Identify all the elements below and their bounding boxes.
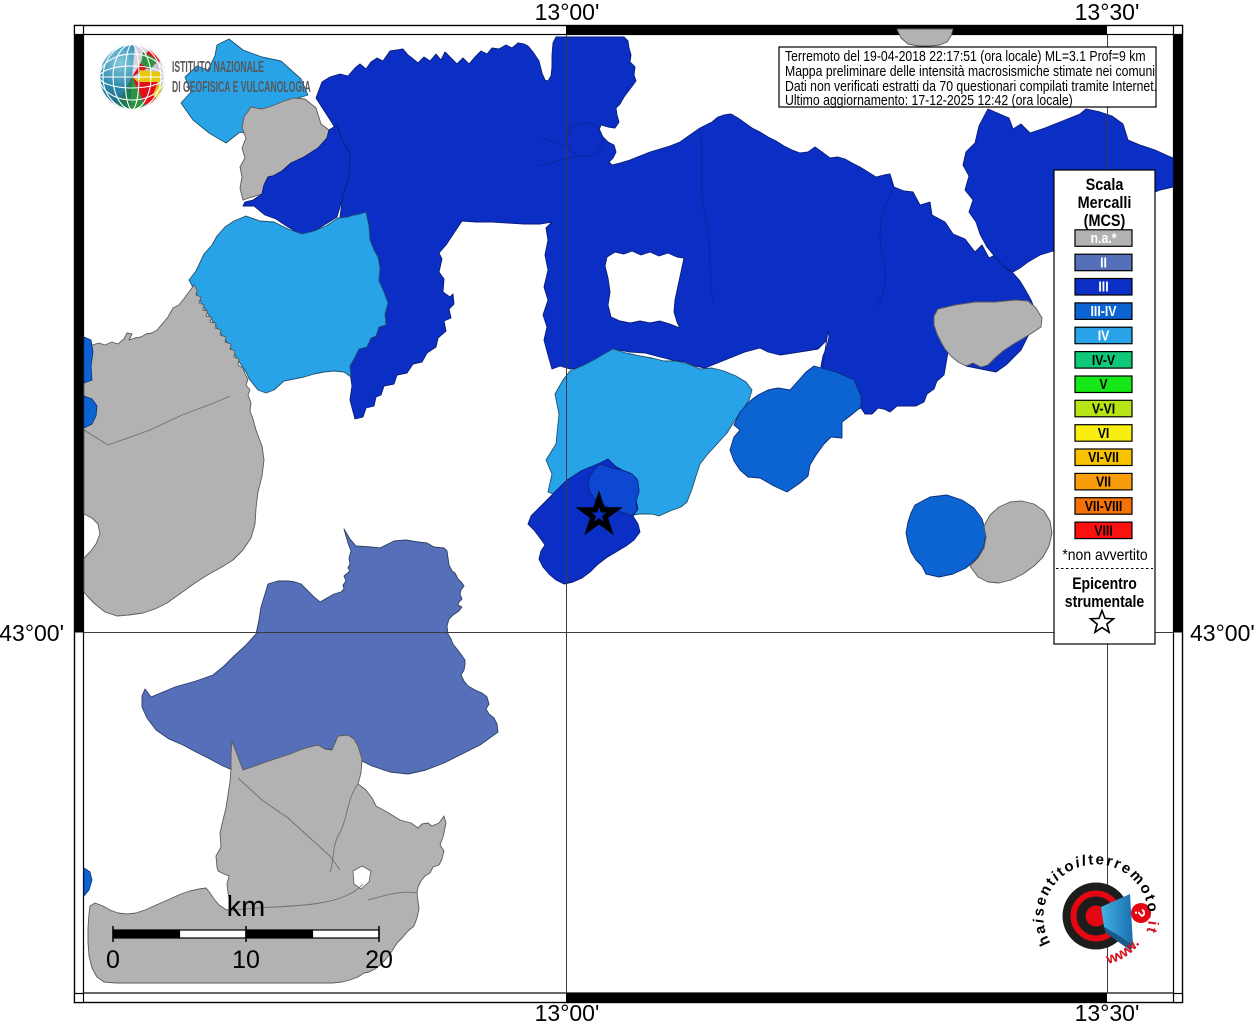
svg-text:VI-VII: VI-VII xyxy=(1088,449,1119,465)
svg-text:0: 0 xyxy=(106,946,120,974)
svg-text:III-IV: III-IV xyxy=(1091,303,1117,319)
svg-text:13°30': 13°30' xyxy=(1075,0,1140,25)
svg-text:43°00': 43°00' xyxy=(1190,620,1255,646)
svg-text:(MCS): (MCS) xyxy=(1084,212,1126,230)
svg-text:DI GEOFISICA E VULCANOLOGIA: DI GEOFISICA E VULCANOLOGIA xyxy=(172,77,311,96)
svg-text:Dati non verificati estratti d: Dati non verificati estratti da 70 quest… xyxy=(785,78,1157,94)
svg-text:*non avvertito: *non avvertito xyxy=(1062,547,1147,564)
svg-text:km: km xyxy=(227,891,266,923)
svg-text:10: 10 xyxy=(232,946,260,974)
svg-text:VIII: VIII xyxy=(1094,522,1112,538)
svg-text:III: III xyxy=(1098,279,1108,295)
svg-text:?: ? xyxy=(1131,908,1148,917)
svg-text:20: 20 xyxy=(365,946,393,974)
svg-text:IV-V: IV-V xyxy=(1092,352,1115,368)
svg-text:Ultimo aggiornamento: 17-12-20: Ultimo aggiornamento: 17-12-2025 12:42 (… xyxy=(785,92,1073,108)
svg-text:VI: VI xyxy=(1098,425,1110,441)
svg-text:13°00': 13°00' xyxy=(535,0,600,25)
svg-text:V-VI: V-VI xyxy=(1092,401,1115,417)
svg-text:VII-VIII: VII-VIII xyxy=(1085,498,1123,514)
svg-text:13°00': 13°00' xyxy=(535,1000,600,1024)
svg-text:n.a.*: n.a.* xyxy=(1090,230,1117,246)
svg-text:43°00': 43°00' xyxy=(0,620,64,646)
svg-text:Mappa preliminare delle intens: Mappa preliminare delle intensità macros… xyxy=(785,63,1155,79)
svg-text:V: V xyxy=(1099,376,1107,392)
svg-text:strumentale: strumentale xyxy=(1065,593,1144,611)
svg-text:IV: IV xyxy=(1098,327,1110,343)
svg-text:VII: VII xyxy=(1096,474,1111,490)
svg-text:Epicentro: Epicentro xyxy=(1072,575,1137,593)
svg-text:Scala: Scala xyxy=(1086,176,1124,194)
svg-text:13°30': 13°30' xyxy=(1075,1000,1140,1024)
svg-text:Terremoto del 19-04-2018 22:17: Terremoto del 19-04-2018 22:17:51 (ora l… xyxy=(785,48,1146,64)
svg-text:II: II xyxy=(1100,254,1107,270)
svg-text:ISTITUTO NAZIONALE: ISTITUTO NAZIONALE xyxy=(172,57,264,76)
svg-text:Mercalli: Mercalli xyxy=(1078,194,1132,212)
